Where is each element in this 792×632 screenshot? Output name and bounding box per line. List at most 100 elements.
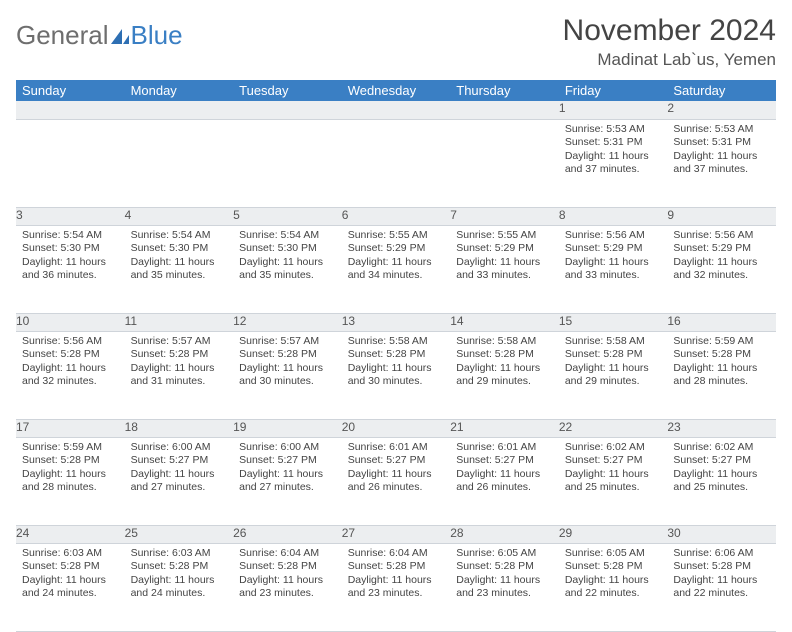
day-body-row: Sunrise: 5:56 AMSunset: 5:28 PMDaylight:… [16,331,776,419]
day-number: 29 [559,526,572,540]
day-body-cell: Sunrise: 5:59 AMSunset: 5:28 PMDaylight:… [667,331,776,419]
day-details: Sunrise: 6:00 AMSunset: 5:27 PMDaylight:… [125,438,234,500]
day-number: 18 [125,420,138,434]
daylight-text: Daylight: 11 hours and 30 minutes. [239,362,336,389]
daylight-text: Daylight: 11 hours and 33 minutes. [565,256,662,283]
day-body-cell: Sunrise: 5:53 AMSunset: 5:31 PMDaylight:… [667,119,776,207]
day-number: 2 [667,101,674,115]
day-header: Monday [125,80,234,101]
sunrise-text: Sunrise: 6:01 AM [348,441,445,455]
sunrise-text: Sunrise: 6:00 AM [131,441,228,455]
day-number-cell: 29 [559,525,668,543]
sunset-text: Sunset: 5:31 PM [673,136,770,150]
day-details: Sunrise: 5:54 AMSunset: 5:30 PMDaylight:… [233,226,342,288]
sunrise-text: Sunrise: 6:04 AM [239,547,336,561]
sunrise-text: Sunrise: 5:54 AM [131,229,228,243]
day-details: Sunrise: 6:02 AMSunset: 5:27 PMDaylight:… [667,438,776,500]
day-header: Friday [559,80,668,101]
location-text: Madinat Lab`us, Yemen [563,50,776,70]
day-body-row: Sunrise: 5:59 AMSunset: 5:28 PMDaylight:… [16,437,776,525]
day-number: 26 [233,526,246,540]
day-header: Thursday [450,80,559,101]
day-number: 3 [16,208,23,222]
day-body-cell: Sunrise: 5:58 AMSunset: 5:28 PMDaylight:… [450,331,559,419]
day-details: Sunrise: 6:04 AMSunset: 5:28 PMDaylight:… [233,544,342,606]
day-number: 14 [450,314,463,328]
day-number: 19 [233,420,246,434]
daylight-text: Daylight: 11 hours and 22 minutes. [673,574,770,601]
day-number-cell: 27 [342,525,451,543]
sunset-text: Sunset: 5:28 PM [22,454,119,468]
day-number-cell: 5 [233,207,342,225]
sunset-text: Sunset: 5:27 PM [348,454,445,468]
day-details: Sunrise: 5:57 AMSunset: 5:28 PMDaylight:… [125,332,234,394]
day-details: Sunrise: 5:57 AMSunset: 5:28 PMDaylight:… [233,332,342,394]
day-number-row: 10111213141516 [16,313,776,331]
day-number: 8 [559,208,566,222]
day-number: 4 [125,208,132,222]
daylight-text: Daylight: 11 hours and 37 minutes. [565,150,662,177]
day-details: Sunrise: 6:01 AMSunset: 5:27 PMDaylight:… [342,438,451,500]
day-number-cell: 16 [667,313,776,331]
day-body-cell: Sunrise: 5:58 AMSunset: 5:28 PMDaylight:… [342,331,451,419]
brand-logo: General Blue [16,14,183,51]
sunset-text: Sunset: 5:29 PM [456,242,553,256]
day-number-cell: 6 [342,207,451,225]
day-body-cell: Sunrise: 6:06 AMSunset: 5:28 PMDaylight:… [667,543,776,631]
day-details: Sunrise: 5:58 AMSunset: 5:28 PMDaylight:… [342,332,451,394]
day-body-cell: Sunrise: 6:03 AMSunset: 5:28 PMDaylight:… [125,543,234,631]
calendar-table: Sunday Monday Tuesday Wednesday Thursday… [16,80,776,632]
daylight-text: Daylight: 11 hours and 28 minutes. [22,468,119,495]
daylight-text: Daylight: 11 hours and 32 minutes. [673,256,770,283]
day-number: 5 [233,208,240,222]
day-number: 28 [450,526,463,540]
daylight-text: Daylight: 11 hours and 29 minutes. [565,362,662,389]
day-number-cell: 12 [233,313,342,331]
month-title: November 2024 [563,14,776,48]
day-header: Saturday [667,80,776,101]
day-details: Sunrise: 5:58 AMSunset: 5:28 PMDaylight:… [450,332,559,394]
day-number-cell: 9 [667,207,776,225]
day-details: Sunrise: 5:54 AMSunset: 5:30 PMDaylight:… [16,226,125,288]
day-header: Wednesday [342,80,451,101]
sunset-text: Sunset: 5:28 PM [348,348,445,362]
sunrise-text: Sunrise: 5:58 AM [456,335,553,349]
day-body-cell: Sunrise: 6:03 AMSunset: 5:28 PMDaylight:… [16,543,125,631]
day-header: Tuesday [233,80,342,101]
day-number-cell: 20 [342,419,451,437]
daylight-text: Daylight: 11 hours and 25 minutes. [673,468,770,495]
day-number: 16 [667,314,680,328]
day-body-cell [125,119,234,207]
day-details: Sunrise: 6:01 AMSunset: 5:27 PMDaylight:… [450,438,559,500]
day-number: 6 [342,208,349,222]
day-details: Sunrise: 5:56 AMSunset: 5:28 PMDaylight:… [16,332,125,394]
day-number-cell [450,101,559,119]
sunrise-text: Sunrise: 5:53 AM [673,123,770,137]
day-body-cell: Sunrise: 5:56 AMSunset: 5:29 PMDaylight:… [667,225,776,313]
sunset-text: Sunset: 5:30 PM [239,242,336,256]
day-number-cell: 2 [667,101,776,119]
calendar-page: General Blue November 2024 Madinat Lab`u… [0,0,792,612]
sunrise-text: Sunrise: 5:56 AM [565,229,662,243]
day-body-row: Sunrise: 6:03 AMSunset: 5:28 PMDaylight:… [16,543,776,631]
sunset-text: Sunset: 5:28 PM [348,560,445,574]
day-body-cell: Sunrise: 5:54 AMSunset: 5:30 PMDaylight:… [233,225,342,313]
sunset-text: Sunset: 5:29 PM [565,242,662,256]
sunset-text: Sunset: 5:28 PM [673,348,770,362]
day-body-cell: Sunrise: 5:56 AMSunset: 5:28 PMDaylight:… [16,331,125,419]
sunset-text: Sunset: 5:27 PM [239,454,336,468]
day-details: Sunrise: 5:55 AMSunset: 5:29 PMDaylight:… [450,226,559,288]
daylight-text: Daylight: 11 hours and 26 minutes. [456,468,553,495]
sunset-text: Sunset: 5:28 PM [239,560,336,574]
day-details: Sunrise: 5:56 AMSunset: 5:29 PMDaylight:… [559,226,668,288]
calendar-body: 12Sunrise: 5:53 AMSunset: 5:31 PMDayligh… [16,101,776,631]
day-body-cell: Sunrise: 5:55 AMSunset: 5:29 PMDaylight:… [450,225,559,313]
daylight-text: Daylight: 11 hours and 37 minutes. [673,150,770,177]
day-details: Sunrise: 6:00 AMSunset: 5:27 PMDaylight:… [233,438,342,500]
sunrise-text: Sunrise: 5:55 AM [456,229,553,243]
daylight-text: Daylight: 11 hours and 23 minutes. [456,574,553,601]
day-details: Sunrise: 6:04 AMSunset: 5:28 PMDaylight:… [342,544,451,606]
sunrise-text: Sunrise: 6:01 AM [456,441,553,455]
daylight-text: Daylight: 11 hours and 23 minutes. [348,574,445,601]
day-details: Sunrise: 6:02 AMSunset: 5:27 PMDaylight:… [559,438,668,500]
